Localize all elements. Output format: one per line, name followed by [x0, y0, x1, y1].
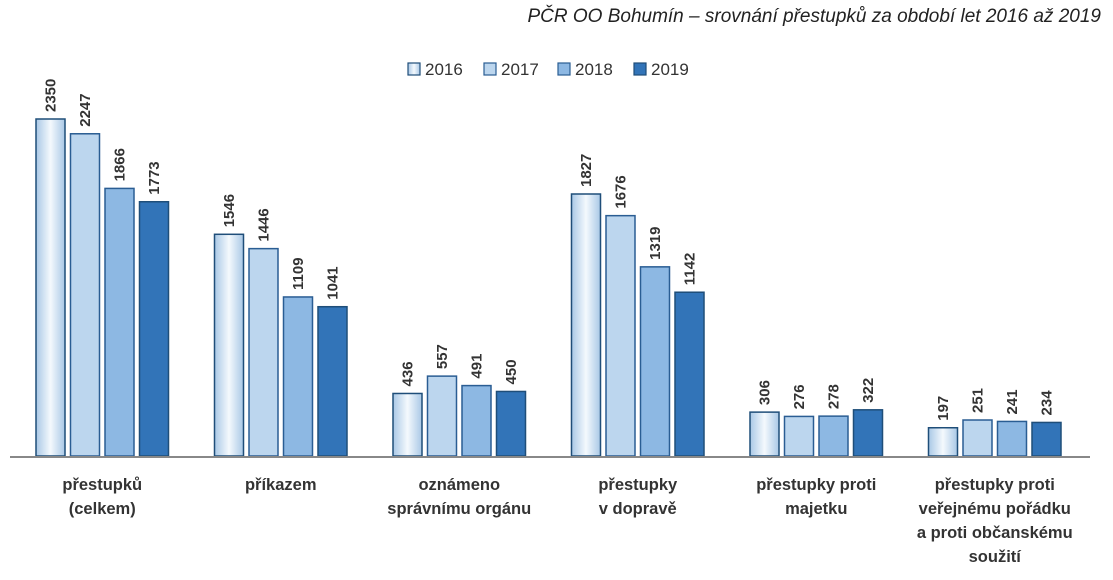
value-label-2018-cat3: 1319 [647, 226, 664, 259]
bar-2017-cat1 [248, 247, 279, 457]
value-label-2019-cat1: 1041 [325, 266, 342, 299]
bar-2018-cat1 [282, 296, 314, 457]
bar-2018-cat5 [996, 420, 1028, 457]
bar-2016-cat2 [392, 392, 423, 457]
legend-label-2019: 2019 [651, 60, 689, 79]
bar-2019-cat4 [852, 409, 884, 457]
bar-2019-cat0 [138, 200, 170, 457]
bar-2018-cat0 [104, 187, 135, 457]
value-label-2018-cat5: 241 [1004, 389, 1021, 414]
value-label-2019-cat0: 1773 [146, 161, 163, 194]
category-label-5: přestupky proti veřejnému pořádku a proti … [917, 476, 1073, 566]
bar-2018-cat3 [639, 266, 671, 457]
bar-2017-cat3 [605, 214, 636, 457]
bar-2017-cat5 [962, 419, 993, 457]
bar-2019-cat2 [495, 390, 527, 457]
bar-2017-cat0 [69, 133, 101, 457]
value-label-2018-cat4: 278 [826, 384, 843, 409]
value-label-2016-cat1: 1546 [221, 194, 238, 227]
bar-2016-cat1 [213, 233, 245, 457]
value-label-2019-cat4: 322 [860, 378, 877, 403]
value-label-2017-cat5: 251 [970, 388, 987, 413]
value-label-2016-cat4: 306 [757, 380, 774, 405]
value-label-2016-cat5: 197 [935, 396, 952, 421]
legend-swatch-2019 [633, 62, 647, 76]
category-label-4: přestupky proti majetku [756, 476, 876, 518]
value-label-2019-cat2: 450 [503, 359, 520, 384]
value-label-2019-cat5: 234 [1039, 390, 1056, 416]
value-label-2019-cat3: 1142 [682, 253, 699, 286]
bar-2017-cat2 [426, 375, 458, 457]
legend-swatch-2017 [483, 62, 497, 76]
legend-label-2017: 2017 [501, 60, 539, 79]
bar-2019-cat5 [1031, 421, 1062, 457]
value-label-2017-cat0: 2247 [77, 93, 94, 126]
bar-2016-cat3 [570, 193, 602, 457]
value-label-2016-cat0: 2350 [43, 79, 60, 112]
bar-2019-cat3 [674, 291, 705, 457]
value-label-2017-cat4: 276 [791, 384, 808, 409]
legend-swatch-2016 [407, 62, 421, 76]
value-label-2016-cat3: 1827 [578, 154, 595, 187]
value-label-2016-cat2: 436 [400, 361, 417, 386]
value-label-2017-cat1: 1446 [256, 208, 273, 241]
value-label-2017-cat3: 1676 [613, 175, 630, 208]
value-label-2018-cat0: 1866 [112, 148, 129, 181]
bar-2019-cat1 [317, 305, 348, 457]
category-label-2: oznámeno správnímu orgánu [387, 476, 531, 518]
bar-2016-cat5 [927, 426, 959, 457]
value-label-2018-cat2: 491 [469, 354, 486, 379]
category-label-3: přestupky v dopravě [598, 476, 678, 518]
bar-2017-cat4 [783, 415, 815, 457]
category-label-0: přestupků (celkem) [62, 476, 142, 518]
chart-title: PČR OO Bohumín – srovnání přestupků za o… [527, 6, 1101, 27]
bar-2016-cat4 [749, 411, 780, 457]
value-label-2018-cat1: 1109 [290, 257, 307, 290]
bar-2018-cat4 [818, 415, 849, 457]
legend-swatch-2018 [557, 62, 571, 76]
legend-label-2018: 2018 [575, 60, 613, 79]
bar-2016-cat0 [35, 118, 66, 457]
category-label-1: příkazem [245, 476, 317, 494]
value-label-2017-cat2: 557 [434, 344, 451, 369]
legend-label-2016: 2016 [425, 60, 463, 79]
bar-2018-cat2 [461, 384, 492, 457]
